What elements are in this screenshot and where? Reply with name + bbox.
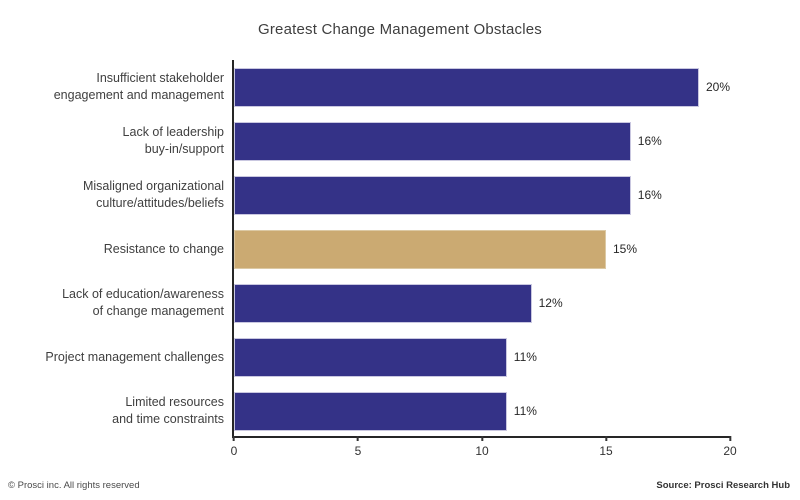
source-text: Source: Prosci Research Hub [656,480,790,491]
chart-row: Project management challenges 11% [45,330,730,384]
tick-mark [357,436,359,441]
category-label: Lack of education/awareness of change man… [62,287,224,318]
category-label: Project management challenges [45,349,224,364]
category-label: Lack of leadership buy-in/support [122,125,224,156]
value-label: 16% [637,134,662,148]
x-tick: 5 [354,436,362,458]
chart-row: Insufficient stakeholder engagement and m… [54,60,730,114]
bar [234,283,532,323]
tick-mark [480,436,483,441]
category-label: Resistance to change [103,241,224,256]
x-tick: 10 [475,436,489,458]
bar [234,337,507,377]
tick-label: 0 [230,444,238,458]
chart-row: Lack of leadership buy-in/support 16% [123,114,730,168]
chart-row: Lack of education/awareness of change man… [62,276,730,330]
tick-label: 20 [723,444,737,458]
bar-highlighted [234,229,606,269]
chart-title: Greatest Change Management Obstacles [257,21,543,38]
value-label: 16% [637,188,662,202]
value-label: 15% [613,242,638,256]
chart-row: Limited resources and time constraints 11% [112,384,730,438]
x-tick: 15 [599,436,613,458]
bars-container: Insufficient stakeholder engagement and m… [45,60,730,438]
tick-mark [728,436,731,441]
tick-mark [233,436,235,441]
bar [234,121,631,161]
tick-label: 15 [599,444,613,458]
value-label: 11% [513,350,537,364]
chart-row: Resistance to change 15% [104,222,730,276]
x-tick: 0 [230,436,238,458]
category-label: Misaligned organizational culture/attitud… [82,179,224,210]
bar [234,67,699,107]
bar [234,391,507,431]
x-tick: 20 [723,436,737,458]
value-label: 12% [538,296,563,310]
tick-mark [604,436,607,441]
plot-area: Insufficient stakeholder engagement and m… [45,60,737,458]
x-axis-ticks: 0 5 10 15 20 [230,436,737,462]
category-label: Limited resources and time constraints [112,395,224,426]
chart-row: Misaligned organizational culture/attitud… [83,168,730,222]
value-label: 11% [513,404,537,418]
copyright-text: © Prosci inc. All rights reserved [8,480,140,491]
value-label: 20% [705,80,730,94]
category-label: Insufficient stakeholder engagement and m… [53,71,224,102]
tick-label: 10 [475,444,489,458]
tick-label: 5 [354,444,362,458]
bar [234,175,631,215]
